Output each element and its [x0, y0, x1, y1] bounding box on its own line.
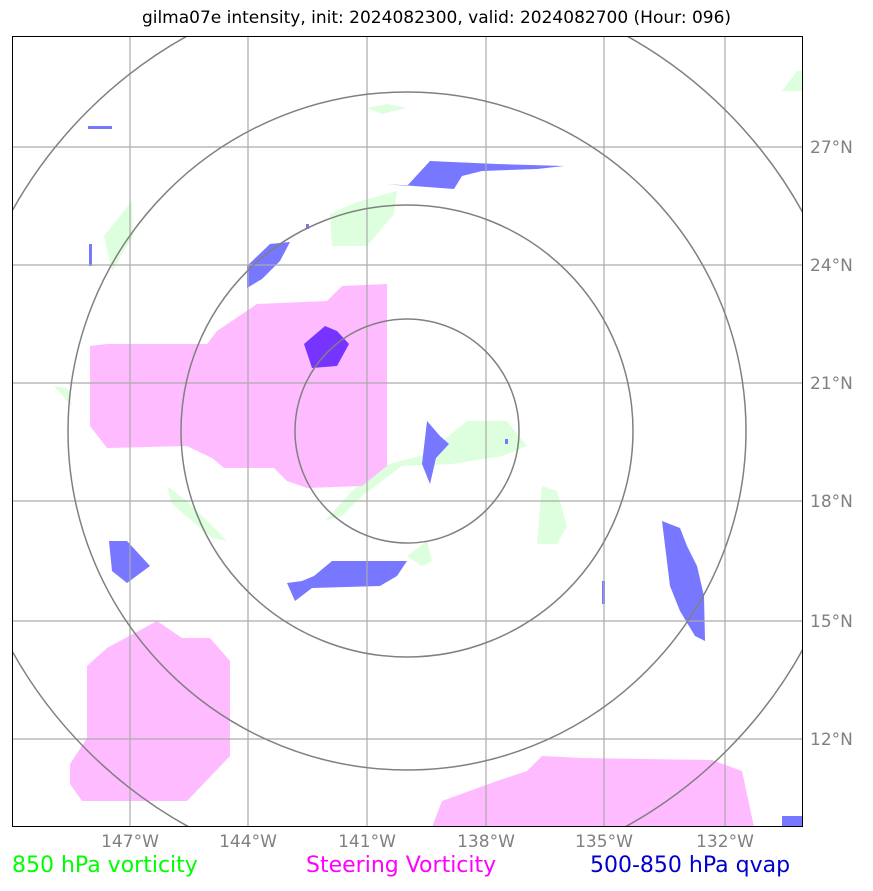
map-title: gilma07e intensity, init: 2024082300, va…	[141, 8, 732, 28]
map-plot	[12, 36, 803, 827]
lon-label-144w: 144°W	[219, 832, 277, 852]
lon-label-147w: 147°W	[101, 832, 159, 852]
lat-label-27n: 27°N	[810, 138, 853, 158]
lon-label-141w: 141°W	[338, 832, 396, 852]
legend-steering-vorticity: Steering Vorticity	[306, 853, 497, 878]
legend-qvap: 500-850 hPa qvap	[590, 853, 791, 878]
steering-vorticity-contours	[70, 284, 754, 827]
lat-label-24n: 24°N	[810, 256, 853, 276]
lat-label-21n: 21°N	[810, 374, 853, 394]
range-rings	[12, 36, 803, 827]
lat-label-15n: 15°N	[810, 612, 853, 632]
lon-label-135w: 135°W	[575, 832, 633, 852]
vorticity-850-contours	[54, 71, 803, 566]
lon-label-132w: 132°W	[696, 832, 754, 852]
lat-lon-gridlines	[12, 36, 803, 827]
lat-label-12n: 12°N	[810, 730, 853, 750]
lat-label-18n: 18°N	[810, 492, 853, 512]
legend-850-vorticity: 850 hPa vorticity	[12, 853, 198, 878]
map-frame	[12, 36, 803, 827]
lon-label-138w: 138°W	[457, 832, 515, 852]
